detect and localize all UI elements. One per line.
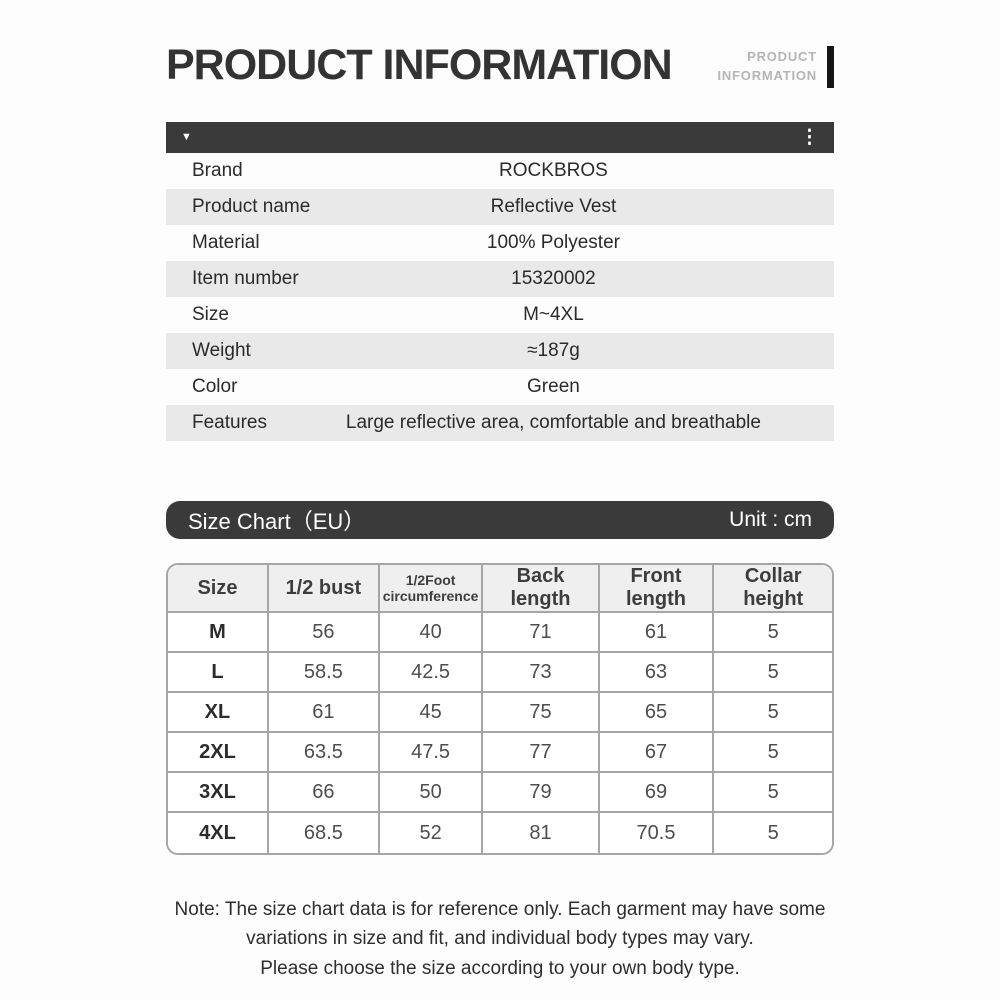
spec-row-color: Color Green xyxy=(166,369,834,405)
triangle-down-icon: ▼ xyxy=(181,131,192,143)
spec-value: 15320002 xyxy=(511,268,596,289)
spec-value: Large reflective area, comfortable and b… xyxy=(345,412,761,433)
size-cell: 4XL xyxy=(168,813,269,853)
value-cell: 5 xyxy=(714,733,832,773)
value-cell: 5 xyxy=(714,813,832,853)
value-cell: 66 xyxy=(268,773,380,813)
spec-value: Green xyxy=(527,376,580,397)
note-line3: Please choose the size according to your… xyxy=(260,957,740,979)
size-table-wrapper: Size 1/2 bust 1/2Foot circumference Back… xyxy=(166,563,834,855)
spec-label: Brand xyxy=(192,160,243,181)
spec-row-features: Features Large reflective area, comforta… xyxy=(166,405,834,441)
spec-label: Size xyxy=(192,304,229,325)
spec-label: Weight xyxy=(192,340,251,361)
size-cell: 3XL xyxy=(168,773,269,813)
size-cell: 2XL xyxy=(168,733,269,773)
spec-label: Item number xyxy=(192,268,299,289)
side-watermark-line1: PRODUCT xyxy=(747,49,817,65)
table-row-l: L 58.5 42.5 73 63 5 xyxy=(168,653,832,693)
side-watermark: PRODUCT INFORMATION xyxy=(717,46,834,88)
spec-value: ROCKBROS xyxy=(499,160,608,181)
value-cell: 42.5 xyxy=(379,653,484,693)
value-cell: 67 xyxy=(599,733,715,773)
spec-row-weight: Weight ≈187g xyxy=(166,333,834,369)
value-cell: 58.5 xyxy=(268,653,380,693)
table-row-4xl: 4XL 68.5 52 81 70.5 5 xyxy=(168,813,832,853)
value-cell: 5 xyxy=(714,693,832,733)
value-cell: 77 xyxy=(483,733,600,773)
column-header-size: Size xyxy=(168,565,269,613)
table-row-m: M 56 40 71 61 5 xyxy=(168,613,832,653)
value-cell: 5 xyxy=(714,773,832,813)
spec-row-item-number: Item number 15320002 xyxy=(166,261,834,297)
spec-label: Color xyxy=(192,376,238,397)
value-cell: 40 xyxy=(379,613,484,653)
size-table-header-row: Size 1/2 bust 1/2Foot circumference Back… xyxy=(168,565,832,613)
value-cell: 75 xyxy=(483,693,600,733)
size-cell: L xyxy=(168,653,269,693)
note-line1: Note: The size chart data is for referen… xyxy=(174,899,826,920)
value-cell: 81 xyxy=(483,813,600,853)
value-cell: 65 xyxy=(599,693,715,733)
spec-value: ≈187g xyxy=(527,340,580,361)
table-row-2xl: 2XL 63.5 47.5 77 67 5 xyxy=(168,733,832,773)
value-cell: 63 xyxy=(599,653,715,693)
spec-value: 100% Polyester xyxy=(486,232,620,253)
column-header-front-length: Front length xyxy=(599,565,715,613)
table-row-xl: XL 61 45 75 65 5 xyxy=(168,693,832,733)
column-header-half-bust: 1/2 bust xyxy=(268,565,380,613)
vertical-ellipsis-icon: ⋮ xyxy=(800,127,819,148)
spec-section: ▼ ⋮ Brand ROCKBROS Product name Reflecti… xyxy=(166,122,834,441)
column-header-collar-height: Collar height xyxy=(714,565,832,613)
value-cell: 5 xyxy=(714,653,832,693)
spec-toolbar: ▼ ⋮ xyxy=(166,122,834,153)
page-title: PRODUCT INFORMATION xyxy=(166,41,673,89)
value-cell: 45 xyxy=(379,693,484,733)
reference-note: Note: The size chart data is for referen… xyxy=(166,895,834,983)
size-cell: XL xyxy=(168,693,269,733)
unit-label: Unit : cm xyxy=(729,508,812,531)
size-cell: M xyxy=(168,613,269,653)
spec-label: Product name xyxy=(192,196,311,217)
column-header-half-foot-circumference: 1/2Foot circumference xyxy=(379,565,484,613)
value-cell: 61 xyxy=(268,693,380,733)
value-cell: 56 xyxy=(268,613,380,653)
spec-value: Reflective Vest xyxy=(490,196,617,217)
column-header-back-length: Back length xyxy=(483,565,600,613)
size-table: Size 1/2 bust 1/2Foot circumference Back… xyxy=(168,565,832,853)
value-cell: 63.5 xyxy=(268,733,380,773)
spec-row-size: Size M~4XL xyxy=(166,297,834,333)
size-chart-title: Size Chart（EU） xyxy=(188,509,366,534)
value-cell: 5 xyxy=(714,613,832,653)
spec-value: M~4XL xyxy=(523,304,584,325)
side-watermark-text: PRODUCT INFORMATION xyxy=(717,48,817,86)
side-watermark-line2: INFORMATION xyxy=(717,68,817,83)
spec-row-material: Material 100% Polyester xyxy=(166,225,834,261)
page-header: PRODUCT INFORMATION PRODUCT INFORMATION xyxy=(166,44,834,88)
spec-label: Features xyxy=(192,412,267,433)
spec-row-product-name: Product name Reflective Vest xyxy=(166,189,834,225)
value-cell: 71 xyxy=(483,613,600,653)
value-cell: 73 xyxy=(483,653,600,693)
value-cell: 52 xyxy=(379,813,484,853)
vertical-bar-mark xyxy=(827,46,834,88)
value-cell: 70.5 xyxy=(599,813,715,853)
value-cell: 79 xyxy=(483,773,600,813)
size-chart-header-bar: Size Chart（EU） Unit : cm xyxy=(166,501,834,539)
value-cell: 61 xyxy=(599,613,715,653)
note-line2: variations in size and fit, and individu… xyxy=(246,928,754,950)
value-cell: 68.5 xyxy=(268,813,380,853)
spec-row-brand: Brand ROCKBROS xyxy=(166,153,834,189)
table-row-3xl: 3XL 66 50 79 69 5 xyxy=(168,773,832,813)
value-cell: 47.5 xyxy=(379,733,484,773)
spec-rows: Brand ROCKBROS Product name Reflective V… xyxy=(166,153,834,441)
value-cell: 50 xyxy=(379,773,484,813)
spec-label: Material xyxy=(192,232,260,253)
value-cell: 69 xyxy=(599,773,715,813)
